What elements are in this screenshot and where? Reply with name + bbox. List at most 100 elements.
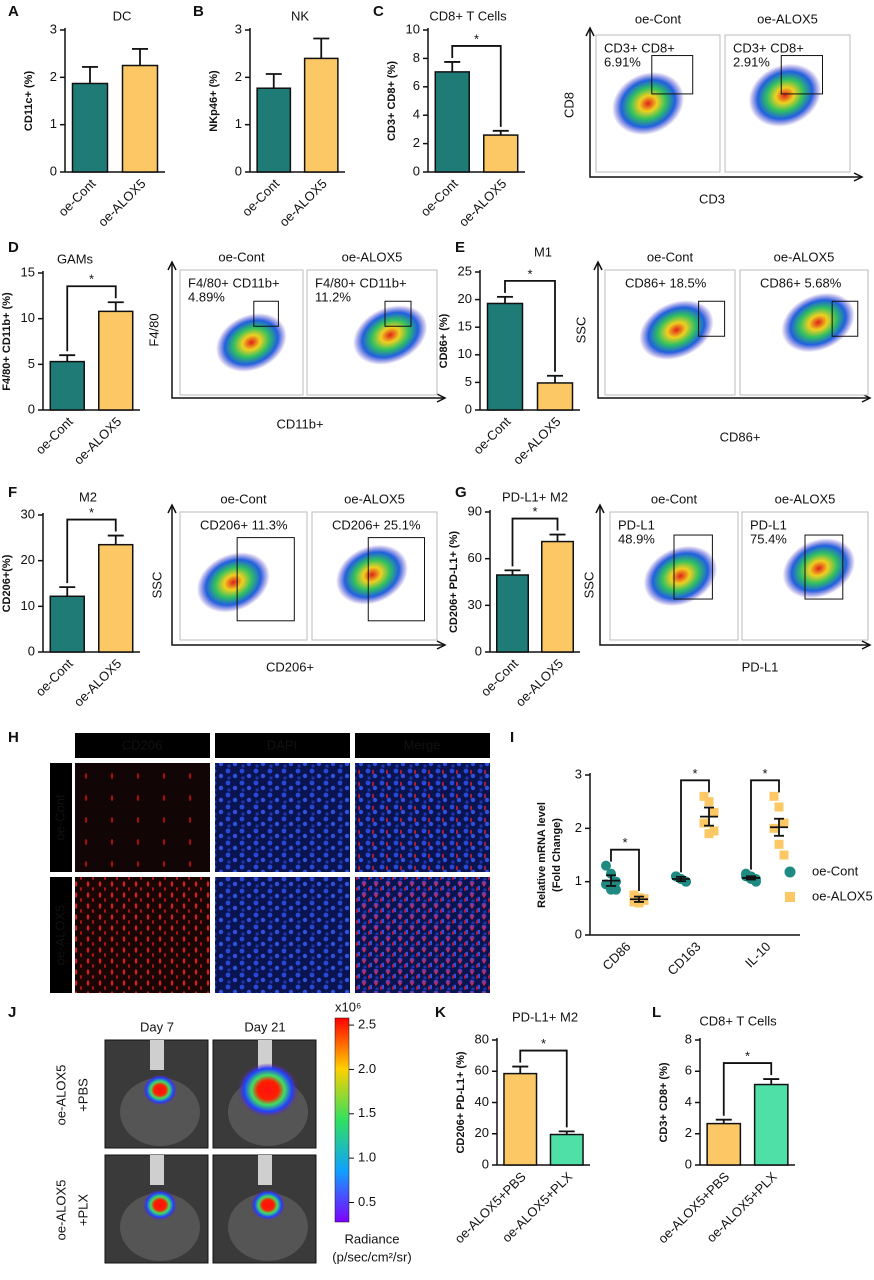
row-label: oe-ALOX5 (52, 905, 67, 966)
gate (804, 534, 844, 600)
cell-population (196, 552, 270, 613)
colorbar-multiplier: x10⁶ (335, 999, 361, 1014)
gate-label: PD-L1 (750, 517, 787, 532)
chart-title: M1 (534, 244, 552, 259)
cell-population (352, 305, 428, 365)
y-tick-label: 4 (413, 107, 420, 122)
y-tick-label: 2 (685, 1125, 692, 1140)
gate (673, 534, 713, 600)
cell-population (782, 538, 856, 599)
flow-plot-title: oe-Cont (651, 491, 698, 506)
flow-x-label: CD11b+ (276, 416, 323, 431)
x-tick-label: oe-ALOX5 (276, 176, 330, 230)
panel-letter: K (435, 1004, 446, 1021)
chart-title: CD8+ T Cells (699, 1013, 777, 1028)
y-tick-label: 2 (50, 69, 57, 84)
y-tick-label: 2 (413, 135, 420, 150)
micrograph (355, 763, 490, 872)
row-header (50, 877, 72, 993)
chart-title: NK (291, 8, 309, 23)
y-tick-label: 1 (575, 873, 582, 888)
significance-mark: * (532, 504, 537, 519)
legend-marker (784, 866, 796, 878)
gate-label: PD-L1 (618, 517, 655, 532)
legend-marker (785, 892, 795, 902)
y-axis-label: CD206+ PD-L1+ (%) (448, 531, 460, 633)
significance-mark: * (762, 766, 767, 781)
colorbar (334, 1017, 350, 1223)
gate (698, 300, 726, 337)
y-tick-label: 6 (413, 78, 420, 93)
data-point (611, 876, 621, 887)
y-tick-label: 15 (21, 264, 35, 279)
chart-title: GAMs (57, 251, 94, 266)
signal (143, 1189, 177, 1221)
panel-letter: H (8, 729, 19, 746)
gate-label: CD86+ 5.68% (760, 275, 842, 290)
x-tick-label: oe-ALOX5 (95, 176, 149, 230)
chart-title: PD-L1+ M2 (502, 489, 568, 504)
significance-bracket (66, 518, 117, 584)
mouse-body (120, 1078, 200, 1146)
gate-label: 4.89% (188, 289, 225, 304)
cell-population (643, 545, 718, 607)
y-tick-label: 10 (458, 346, 472, 361)
bar (303, 57, 339, 173)
flow-x-label: CD206+ (266, 659, 314, 674)
panel-letter: E (455, 239, 465, 256)
cell-population (335, 544, 409, 605)
bar (486, 302, 524, 411)
data-point (769, 791, 779, 801)
flow-x-label: CD86+ (720, 429, 761, 444)
significance-bracket (519, 1049, 568, 1128)
significance-mark: * (745, 1049, 750, 1064)
y-tick-label: 8 (413, 50, 420, 65)
panel-letter: G (455, 484, 467, 501)
mouse-holder (150, 1040, 164, 1070)
flow-axes (597, 262, 870, 399)
gate-label: CD86+ 18.5% (625, 275, 707, 290)
y-axis-label: CD206+ PD-L1+ (%) (455, 1051, 467, 1153)
data-point (634, 898, 644, 908)
panel-letter: J (8, 1004, 16, 1021)
timepoint-label: Day 7 (140, 1019, 174, 1034)
significance-bracket (451, 45, 502, 127)
panel-letter: C (373, 3, 384, 20)
y-tick-label: 30 (468, 597, 482, 612)
bar (753, 1083, 789, 1166)
bar (536, 382, 574, 411)
data-point (779, 818, 789, 828)
panel-letter: I (510, 729, 514, 746)
y-tick-label: 3 (50, 21, 57, 36)
x-tick-label: oe-Cont (470, 414, 514, 458)
axis-arrow (167, 260, 447, 403)
bar (98, 543, 134, 653)
gate-label: 48.9% (618, 531, 655, 546)
colorbar-tick-label: 2.0 (358, 1061, 376, 1076)
flow-plot-title: oe-ALOX5 (342, 249, 403, 264)
flow-y-label: SSC (573, 317, 588, 344)
gate (831, 300, 859, 337)
group-label: oe-ALOX5 (53, 1065, 68, 1126)
flow-y-label: F4/80 (146, 313, 161, 346)
data-point (709, 807, 719, 817)
flow-axes (171, 262, 445, 399)
gate (780, 55, 823, 95)
data-point (699, 791, 709, 801)
x-tick-label: oe-ALOX5 (510, 414, 564, 468)
axis-arrow (167, 503, 447, 650)
data-point (601, 860, 611, 871)
row-header (50, 763, 72, 872)
micrograph (75, 877, 210, 993)
cell-population (215, 313, 287, 372)
y-tick-label: 15 (458, 319, 472, 334)
y-tick-label: 0 (475, 643, 482, 658)
group-label: +PBS (75, 1078, 90, 1112)
y-tick-label: 0 (482, 1156, 489, 1171)
colorbar-tick-label: 1.5 (358, 1105, 376, 1120)
y-tick-label: 3 (235, 21, 242, 36)
flow-plot-title: oe-Cont (218, 249, 265, 264)
y-tick-label: 3 (575, 766, 582, 781)
y-tick-label: 1 (235, 116, 242, 131)
y-axis-label: CD206+(%) (1, 554, 13, 612)
